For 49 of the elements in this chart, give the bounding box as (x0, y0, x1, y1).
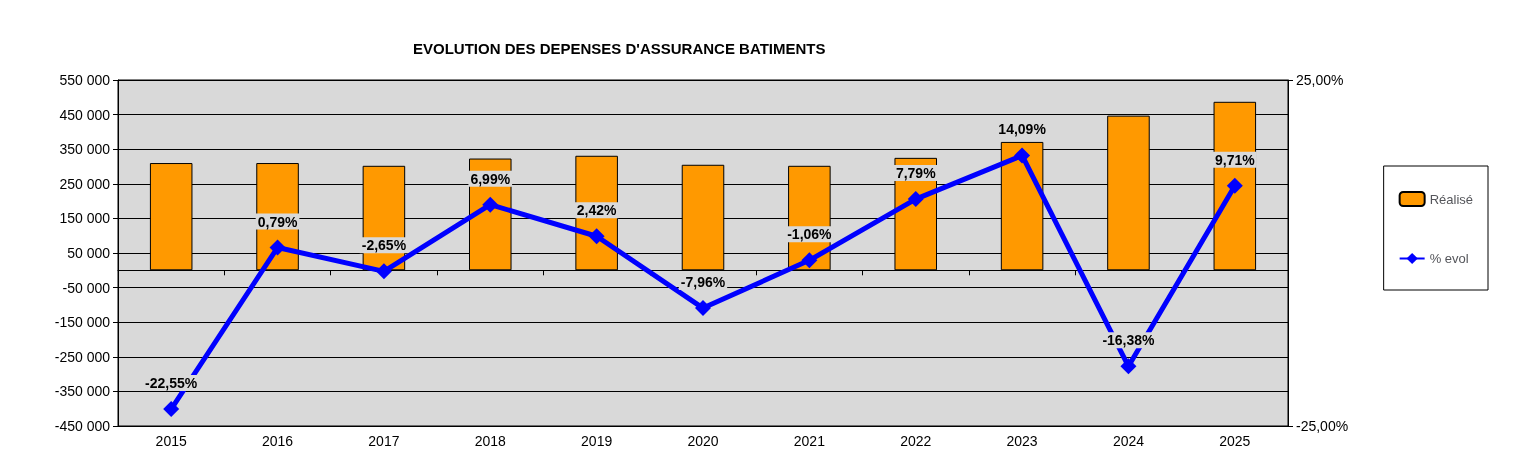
point (1014, 147, 1031, 164)
data-label: -2,65% (361, 237, 407, 254)
legend-label: % evol (1429, 251, 1469, 266)
data-label: 0,79% (257, 213, 298, 230)
x-tick-label: 2021 (793, 433, 826, 449)
x-tick-label: 2023 (1006, 433, 1038, 449)
y-tick-label: -450 000 (54, 418, 111, 434)
y-tick-label: 150 000 (59, 210, 111, 227)
x-tick-label: 2015 (155, 433, 187, 449)
point (163, 401, 180, 418)
y-tick-label: -250 000 (54, 348, 111, 365)
data-label: -1,06% (787, 226, 833, 243)
point (1120, 358, 1137, 375)
x-tick-label: 2025 (1219, 433, 1251, 449)
x-tick-label: 2017 (368, 433, 400, 449)
point (375, 263, 392, 280)
y2-tick-label: 25,00% (1296, 72, 1344, 88)
data-label: 2,42% (576, 202, 618, 219)
chart-title: EVOLUTION DES DEPENSES D'ASSURANCE BATIMENTS (413, 40, 826, 57)
y-tick-label: 350 000 (59, 141, 111, 158)
y-tick-label: -350 000 (54, 383, 111, 400)
point (801, 252, 818, 269)
data-label: -7,96% (680, 274, 726, 291)
y-tick-label: 250 000 (59, 175, 111, 192)
data-label: 9,71% (1214, 151, 1256, 168)
data-label: 14,09% (998, 121, 1047, 138)
data-label: -22,55% (145, 375, 198, 392)
x-tick-label: 2020 (687, 433, 719, 449)
legend-label: Réalisé (1429, 191, 1473, 207)
data-label: -16,38% (1102, 332, 1156, 349)
point (269, 239, 286, 256)
data-label: 7,79% (895, 165, 937, 182)
x-tick-label: 2016 (261, 433, 294, 449)
x-tick-label: 2024 (1112, 433, 1145, 449)
data-label: 6,99% (470, 170, 511, 187)
point (1226, 177, 1243, 194)
y-tick-label: 50 000 (67, 245, 111, 261)
y-tick-label: 450 000 (59, 106, 111, 123)
y-tick-label: 550 000 (59, 72, 111, 88)
x-tick-label: 2022 (900, 433, 932, 449)
x-tick-label: 2019 (581, 433, 613, 449)
y-tick-label: -150 000 (54, 314, 111, 331)
x-tick-label: 2018 (474, 433, 507, 449)
point (695, 300, 711, 317)
point (588, 228, 605, 245)
point (907, 191, 924, 208)
point (482, 196, 499, 213)
y-tick-label: -50 000 (62, 279, 111, 296)
y2-tick-label: -25,00% (1296, 418, 1349, 434)
